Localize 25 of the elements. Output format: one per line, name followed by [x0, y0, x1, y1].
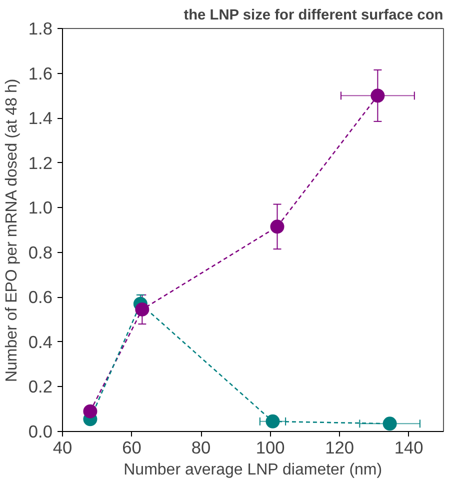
x-tick-label: 80 — [191, 438, 211, 458]
y-tick-label: 1.8 — [28, 18, 53, 38]
x-tick-label: 100 — [256, 438, 285, 458]
point — [382, 416, 397, 431]
y-tick-label: 1.4 — [28, 108, 53, 128]
x-tick-label: 40 — [52, 438, 72, 458]
y-tick-label: 0.2 — [28, 376, 53, 397]
y-tick-label: 1.2 — [28, 152, 53, 173]
y-tick-label: 0.4 — [28, 332, 53, 352]
y-tick-label: 0.6 — [28, 287, 53, 308]
x-tick-label: 60 — [122, 438, 142, 458]
y-axis-title: Number of EPO per mRNA dosed (at 48 h) — [3, 78, 20, 382]
point — [266, 414, 280, 428]
x-tick-label: 120 — [325, 438, 354, 458]
y-tick-label: 0.8 — [28, 242, 53, 262]
y-tick-label: 1.0 — [28, 198, 53, 218]
x-tick-label: 140 — [394, 438, 424, 458]
chart-title: the LNP size for different surface con — [184, 8, 444, 24]
point — [370, 88, 385, 103]
point — [83, 404, 98, 418]
y-tick-label: 0.0 — [28, 422, 53, 442]
point — [135, 302, 150, 316]
point — [270, 220, 284, 234]
y-tick-label: 1.6 — [28, 63, 53, 84]
x-axis-title: Number average LNP diameter (nm) — [124, 462, 382, 478]
